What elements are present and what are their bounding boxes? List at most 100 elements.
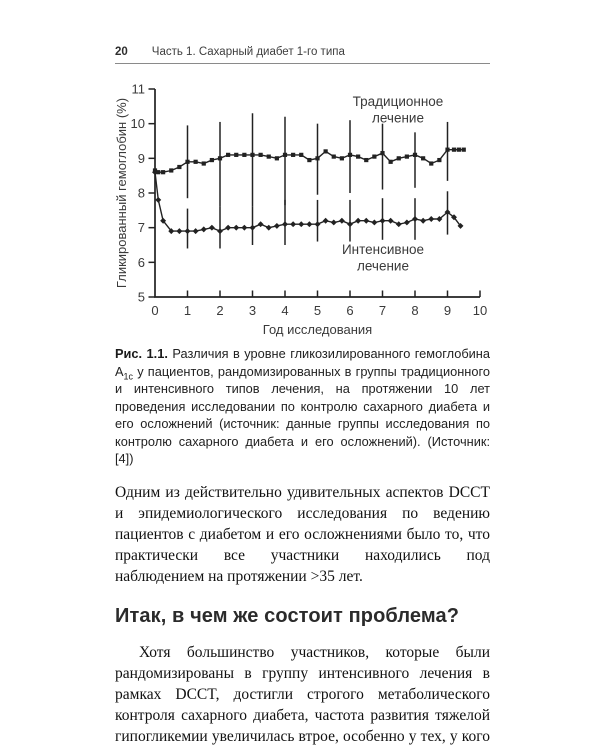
data-point bbox=[323, 149, 328, 154]
x-tick-label: 10 bbox=[473, 303, 487, 318]
x-tick-label: 9 bbox=[444, 303, 451, 318]
data-point bbox=[403, 219, 410, 226]
y-tick-label: 11 bbox=[132, 82, 146, 97]
data-point bbox=[387, 217, 394, 224]
x-tick-label: 4 bbox=[281, 303, 288, 318]
data-point bbox=[217, 156, 223, 161]
data-point bbox=[208, 224, 215, 231]
x-tick-label: 2 bbox=[216, 303, 223, 318]
data-point bbox=[155, 196, 162, 203]
figure-caption-subscript: 1c bbox=[123, 371, 134, 382]
y-tick-label: 6 bbox=[138, 255, 145, 270]
data-point bbox=[388, 159, 393, 164]
data-point bbox=[412, 216, 418, 222]
data-point bbox=[314, 221, 321, 228]
data-point bbox=[330, 219, 337, 226]
data-point bbox=[347, 152, 353, 157]
data-point bbox=[451, 147, 457, 152]
data-point bbox=[421, 156, 426, 161]
data-point bbox=[380, 151, 385, 156]
data-point bbox=[282, 221, 288, 228]
data-point bbox=[161, 170, 166, 175]
data-point bbox=[299, 152, 304, 157]
data-point bbox=[266, 154, 271, 159]
data-point bbox=[356, 154, 361, 159]
figure-caption-text: Различия в уровне гликозилированного гем… bbox=[115, 346, 490, 379]
paragraph-dcct: Одним из действительно удивительных аспе… bbox=[115, 483, 490, 586]
data-point bbox=[176, 228, 183, 235]
data-point bbox=[445, 147, 450, 152]
x-tick-label: 8 bbox=[411, 303, 418, 318]
data-point bbox=[428, 216, 435, 222]
data-point bbox=[225, 224, 232, 231]
data-point bbox=[338, 217, 345, 224]
data-point bbox=[185, 159, 190, 164]
data-point bbox=[184, 228, 191, 235]
data-point bbox=[322, 217, 329, 224]
data-point bbox=[217, 228, 223, 235]
header-rule bbox=[115, 63, 490, 64]
data-point bbox=[436, 216, 443, 222]
data-point bbox=[258, 152, 263, 157]
data-point bbox=[456, 147, 461, 152]
paragraph-problem: Хотя большинство участников, которые был… bbox=[115, 642, 490, 750]
data-point bbox=[372, 154, 377, 159]
data-point bbox=[209, 157, 214, 163]
data-point bbox=[347, 221, 353, 228]
x-tick-label: 5 bbox=[314, 303, 321, 318]
y-tick-label: 5 bbox=[138, 290, 145, 305]
data-point bbox=[307, 157, 312, 163]
data-point bbox=[339, 156, 344, 161]
data-point bbox=[461, 147, 466, 152]
y-axis-title: Гликированный гемоглобин (%) bbox=[115, 98, 129, 288]
data-point bbox=[249, 224, 256, 231]
section-heading: Итак, в чем же состоит проблема? bbox=[115, 605, 460, 628]
x-tick-label: 7 bbox=[379, 303, 386, 318]
data-point bbox=[290, 221, 297, 228]
data-point bbox=[257, 221, 264, 228]
data-point bbox=[156, 170, 161, 175]
series-line bbox=[154, 172, 462, 232]
x-tick-label: 1 bbox=[184, 303, 191, 318]
data-point bbox=[242, 152, 247, 157]
data-point bbox=[193, 159, 198, 164]
data-point bbox=[250, 152, 255, 157]
data-point bbox=[192, 228, 199, 235]
data-point bbox=[429, 161, 434, 166]
series-label: лечение bbox=[372, 111, 424, 126]
data-point bbox=[169, 168, 174, 173]
data-point bbox=[291, 152, 296, 157]
page-header: 20 Часть 1. Сахарный диабет 1-го типа bbox=[115, 46, 490, 63]
data-point bbox=[241, 224, 248, 231]
data-point bbox=[371, 219, 378, 226]
data-point bbox=[315, 156, 320, 161]
data-point bbox=[437, 157, 442, 163]
data-point bbox=[226, 152, 231, 157]
y-tick-label: 9 bbox=[138, 151, 145, 166]
x-tick-label: 0 bbox=[151, 303, 158, 318]
paragraph-problem-text: Хотя большинство участников, которые был… bbox=[115, 644, 490, 750]
data-point bbox=[396, 156, 401, 161]
data-point bbox=[306, 221, 313, 228]
data-point bbox=[363, 217, 370, 224]
figure-caption: Рис. 1.1. Различия в уровне гликозилиров… bbox=[115, 345, 490, 468]
data-point bbox=[265, 224, 272, 231]
data-point bbox=[420, 217, 427, 224]
x-axis-title: Год исследования bbox=[263, 322, 372, 337]
chapter-title: Часть 1. Сахарный диабет 1-го типа bbox=[151, 46, 345, 58]
data-point bbox=[379, 217, 386, 224]
figure-caption-label: Рис. 1.1. bbox=[115, 346, 168, 361]
series-label: лечение bbox=[357, 259, 409, 274]
data-point bbox=[364, 157, 369, 163]
data-point bbox=[355, 217, 362, 224]
data-point bbox=[201, 161, 206, 166]
x-tick-label: 3 bbox=[249, 303, 256, 318]
data-point bbox=[395, 221, 402, 228]
data-point bbox=[273, 222, 280, 229]
series-label: Традиционное bbox=[353, 94, 444, 109]
data-point bbox=[177, 164, 182, 170]
data-point bbox=[331, 154, 336, 159]
y-tick-label: 7 bbox=[138, 220, 145, 235]
